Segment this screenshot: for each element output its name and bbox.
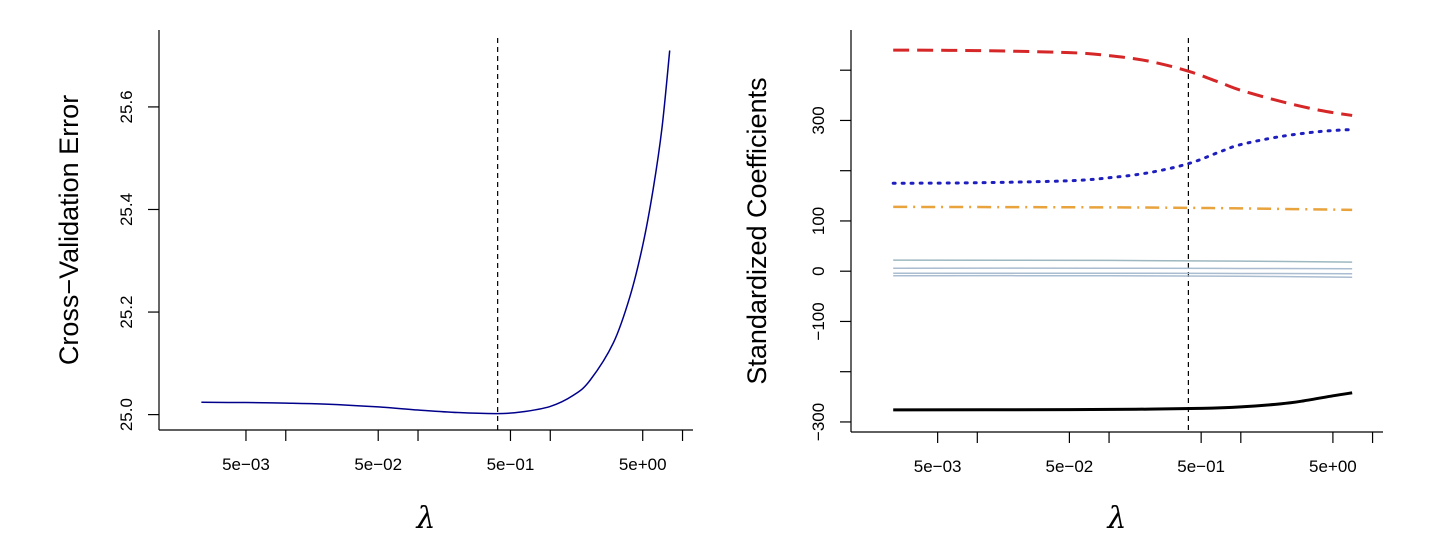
series-line-3 [893, 259, 1353, 263]
x-tick-label: 5e−03 [914, 457, 962, 476]
y-axis-title: Standardized Coefficients [742, 77, 772, 384]
y-tick-label: 300 [809, 106, 828, 134]
x-tick-label: 5e−02 [1046, 457, 1094, 476]
x-tick-label: 5e−01 [1177, 457, 1225, 476]
x-axis-title: λ [415, 501, 435, 536]
x-tick-label: 5e−01 [487, 455, 535, 474]
series-line-0 [201, 50, 671, 415]
y-tick-label: 25.0 [117, 398, 136, 431]
y-tick-label: 25.2 [117, 296, 136, 329]
series-line-2 [893, 205, 1353, 212]
series-line-7 [893, 391, 1353, 412]
series-line-5 [893, 272, 1353, 275]
y-tick-label: −100 [809, 302, 828, 340]
x-tick-label: 5e−03 [222, 455, 270, 474]
x-tick-label: 5e+00 [1309, 457, 1357, 476]
cv-error-panel: 5e−03 5e−02 5e−01 5e+00 25.0 25.2 25.4 25.6 Cros… [54, 30, 693, 536]
y-tick-label: 100 [809, 207, 828, 235]
y-tick-label: 25.4 [117, 193, 136, 226]
coefficients-panel: 5e−03 5e−02 5e−01 5e+00 −300 −100 0 100 300 Stand… [742, 30, 1383, 536]
y-tick-label: 25.6 [117, 90, 136, 123]
x-tick-label: 5e−02 [354, 455, 402, 474]
series-line-1 [891, 128, 1354, 185]
series-line-4 [893, 267, 1353, 270]
series-line-6 [893, 274, 1353, 278]
y-tick-label: 0 [809, 266, 828, 275]
y-tick-label: −300 [809, 403, 828, 441]
y-axis-title: Cross−Validation Error [54, 95, 84, 365]
x-axis-title: λ [1106, 501, 1126, 536]
series-line-0 [893, 48, 1353, 117]
x-tick-label: 5e+00 [619, 455, 667, 474]
